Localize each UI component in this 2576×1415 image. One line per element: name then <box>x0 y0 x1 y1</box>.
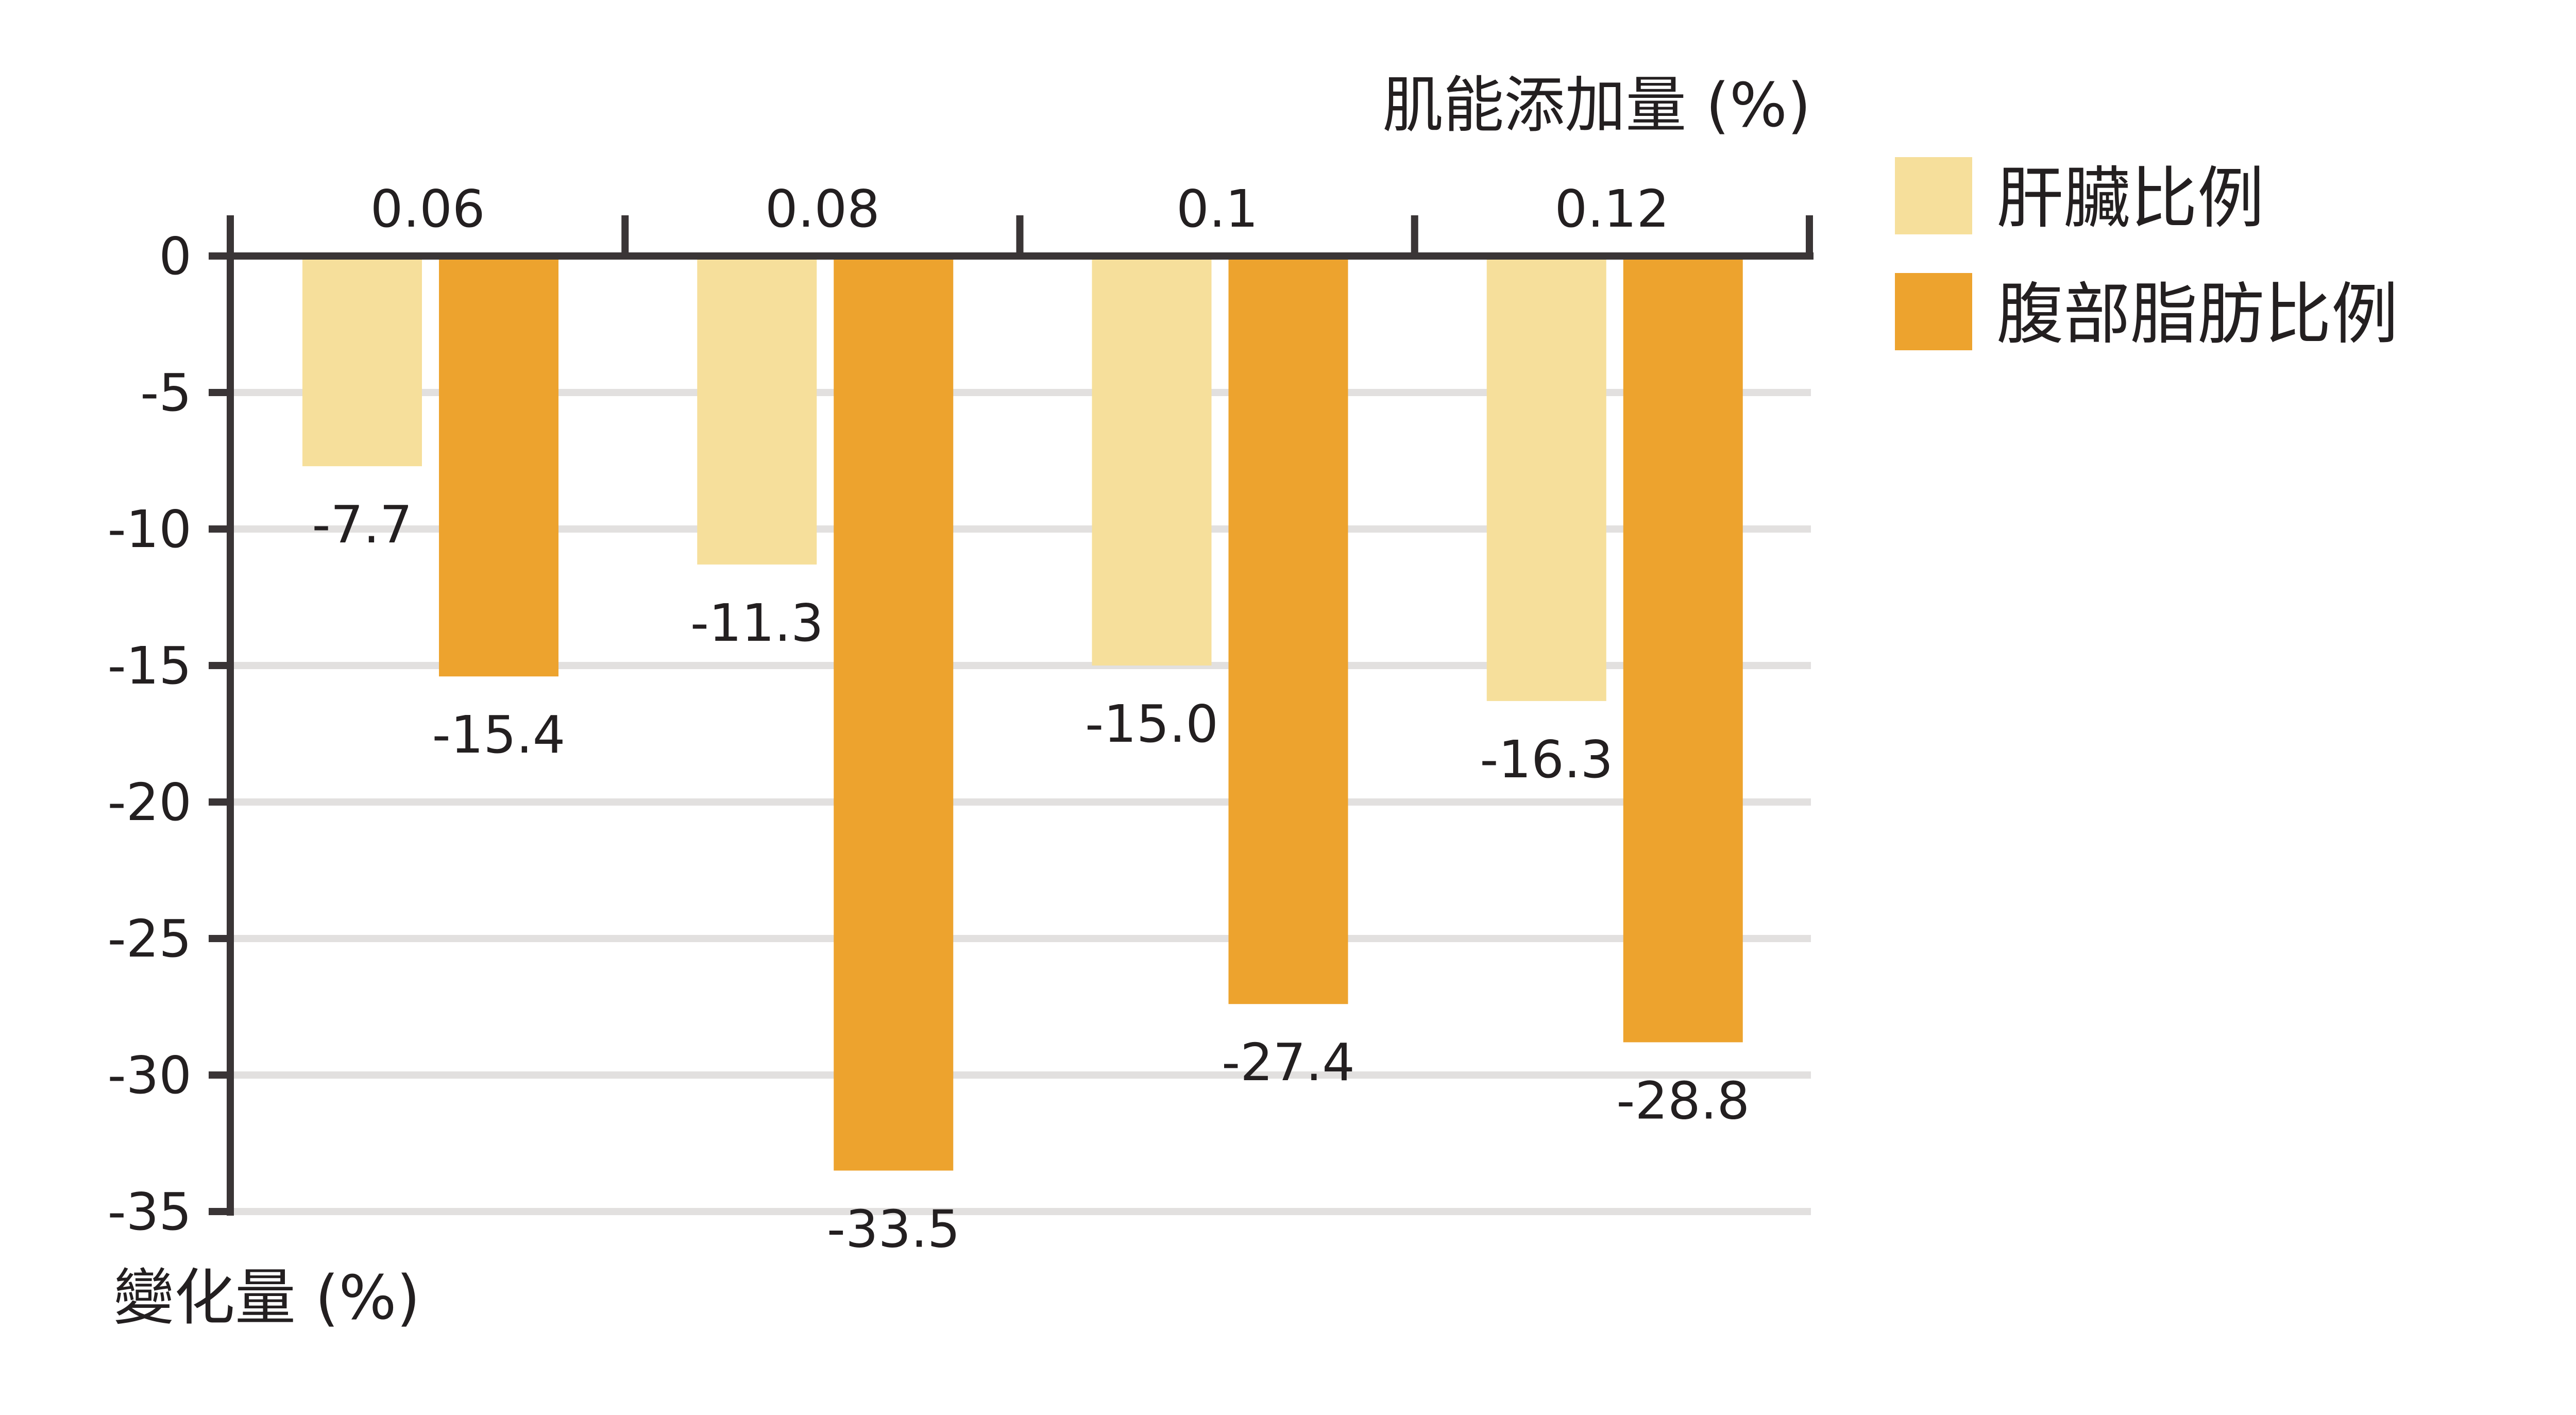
data-label: -11.3 <box>690 593 824 653</box>
bar <box>1623 256 1743 1043</box>
x-tick-label: 0.08 <box>765 179 880 239</box>
data-label: -15.4 <box>432 705 566 765</box>
legend-swatch-liver <box>1895 157 1972 234</box>
x-tick-label: 0.12 <box>1555 179 1670 239</box>
bar <box>834 256 954 1171</box>
y-tick-label: 0 <box>159 226 192 286</box>
bar <box>302 256 422 467</box>
y-tick-label: -30 <box>108 1045 192 1105</box>
y-tick-label: -15 <box>108 636 192 696</box>
y-axis-title: 變化量 (%) <box>113 1262 420 1333</box>
bars <box>302 256 1743 1171</box>
y-tick-label: -5 <box>140 363 192 423</box>
legend-label-abdominal-fat: 腹部脂肪比例 <box>1996 275 2398 353</box>
y-tick-label: -20 <box>108 772 192 832</box>
data-label: -27.4 <box>1222 1032 1355 1093</box>
bar <box>1486 256 1606 701</box>
y-tick-label: -10 <box>108 499 192 559</box>
legend-swatch-abdominal-fat <box>1895 273 1972 350</box>
y-tick-label: -35 <box>108 1182 192 1242</box>
data-label: -28.8 <box>1616 1070 1750 1131</box>
bar <box>439 256 558 677</box>
x-tick-label: 0.1 <box>1176 179 1258 239</box>
data-label: -15.0 <box>1085 694 1218 754</box>
bar <box>1092 256 1212 666</box>
data-label: -7.7 <box>312 495 412 555</box>
axes <box>209 215 1814 1216</box>
data-label: -33.5 <box>827 1199 960 1259</box>
data-label: -16.3 <box>1480 729 1613 790</box>
y-tick-label: -25 <box>108 909 192 969</box>
bar <box>1228 256 1348 1004</box>
x-axis-title: 肌能添加量 (%) <box>1382 70 1811 141</box>
legend: 肝臟比例 腹部脂肪比例 <box>1895 157 2398 353</box>
labels: -7.7 -15.4 -11.3 -33.5 -15.0 -27.4 -16.3 -28.8 0… <box>108 179 1750 1259</box>
legend-label-liver: 肝臟比例 <box>1996 159 2264 237</box>
bar <box>697 256 817 565</box>
x-tick-label: 0.06 <box>370 179 485 239</box>
